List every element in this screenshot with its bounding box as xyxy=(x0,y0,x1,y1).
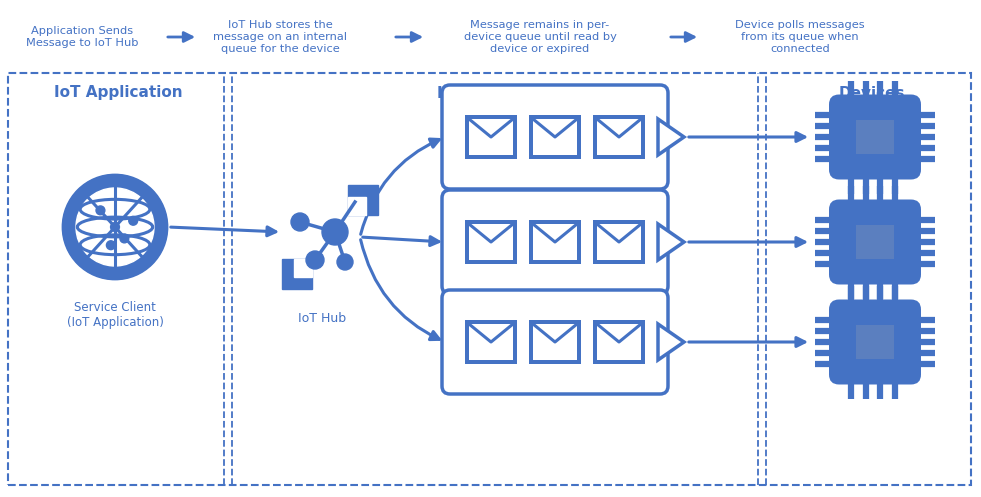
FancyBboxPatch shape xyxy=(469,324,513,360)
FancyBboxPatch shape xyxy=(529,320,581,364)
Bar xyxy=(348,197,366,215)
FancyBboxPatch shape xyxy=(533,224,577,260)
Text: Application Sends
Message to IoT Hub: Application Sends Message to IoT Hub xyxy=(26,26,138,48)
Bar xyxy=(348,185,378,215)
Text: Devices: Devices xyxy=(839,85,905,100)
FancyBboxPatch shape xyxy=(829,300,921,385)
Circle shape xyxy=(291,213,309,231)
Circle shape xyxy=(76,188,154,266)
Text: IoT Hub: IoT Hub xyxy=(298,312,346,325)
FancyBboxPatch shape xyxy=(593,320,645,364)
FancyBboxPatch shape xyxy=(597,224,641,260)
Text: IoT Application: IoT Application xyxy=(54,85,182,100)
FancyBboxPatch shape xyxy=(465,115,517,159)
FancyBboxPatch shape xyxy=(529,220,581,264)
Circle shape xyxy=(96,206,105,215)
FancyBboxPatch shape xyxy=(442,290,668,394)
Text: Message remains in per-
device queue until read by
device or expired: Message remains in per- device queue unt… xyxy=(464,20,616,54)
Text: IoT Platform: IoT Platform xyxy=(437,85,543,100)
Circle shape xyxy=(337,254,353,270)
Polygon shape xyxy=(658,224,684,260)
Polygon shape xyxy=(658,119,684,155)
FancyBboxPatch shape xyxy=(469,224,513,260)
FancyBboxPatch shape xyxy=(465,320,517,364)
Circle shape xyxy=(306,251,324,269)
FancyBboxPatch shape xyxy=(442,85,668,189)
Bar xyxy=(294,259,312,277)
FancyBboxPatch shape xyxy=(465,220,517,264)
FancyBboxPatch shape xyxy=(442,190,668,294)
FancyBboxPatch shape xyxy=(529,115,581,159)
Text: Service Client
(IoT Application): Service Client (IoT Application) xyxy=(67,301,164,329)
FancyBboxPatch shape xyxy=(856,120,894,154)
Text: IoT Hub stores the
message on an internal
queue for the device: IoT Hub stores the message on an interna… xyxy=(213,20,347,54)
FancyBboxPatch shape xyxy=(829,94,921,179)
FancyBboxPatch shape xyxy=(593,220,645,264)
Circle shape xyxy=(120,234,129,243)
Circle shape xyxy=(106,241,115,249)
Text: Device polls messages
from its queue when
connected: Device polls messages from its queue whe… xyxy=(735,20,865,54)
Polygon shape xyxy=(658,324,684,360)
Bar xyxy=(282,259,312,289)
FancyBboxPatch shape xyxy=(597,119,641,155)
Circle shape xyxy=(129,216,137,225)
FancyBboxPatch shape xyxy=(533,119,577,155)
Circle shape xyxy=(322,219,348,245)
FancyBboxPatch shape xyxy=(856,325,894,359)
FancyBboxPatch shape xyxy=(469,119,513,155)
FancyBboxPatch shape xyxy=(829,199,921,284)
FancyBboxPatch shape xyxy=(593,115,645,159)
FancyBboxPatch shape xyxy=(533,324,577,360)
Circle shape xyxy=(63,175,167,279)
FancyBboxPatch shape xyxy=(856,225,894,259)
Circle shape xyxy=(111,223,120,232)
FancyBboxPatch shape xyxy=(597,324,641,360)
